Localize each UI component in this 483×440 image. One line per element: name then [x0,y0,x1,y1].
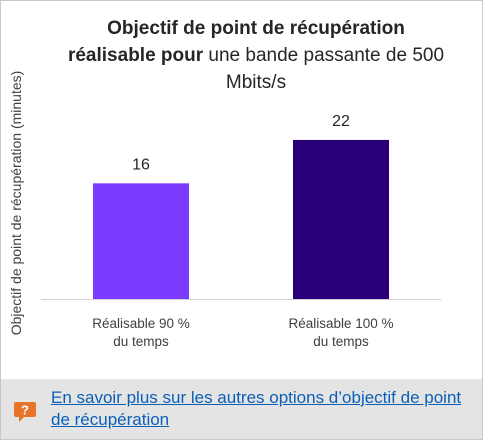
x-tick-label-1: Réalisable 90 % du temps [92,316,190,349]
learn-more-link[interactable]: En savoir plus sur les autres options d’… [51,388,462,429]
question-bubble-icon[interactable]: ? [13,401,37,423]
bar-1 [93,183,189,299]
chart-title: Objectif de point de récupération réalis… [61,15,451,96]
data-label-1: 16 [132,156,150,173]
footer-bar: ? En savoir plus sur les autres options … [1,379,482,439]
bar-chart: 16 Réalisable 90 % du temps 22 Réalisable 10… [41,113,441,349]
x-tick-label-2: Réalisable 100 % du temps [288,316,393,349]
chart-title-bold: Objectif de point de récupération réalis… [67,18,405,66]
bar-2 [293,139,389,299]
data-label-2: 22 [332,113,350,130]
chart-title-regular: une bande passante de 500 Mbits/s [208,45,445,93]
svg-text:?: ? [21,403,29,418]
